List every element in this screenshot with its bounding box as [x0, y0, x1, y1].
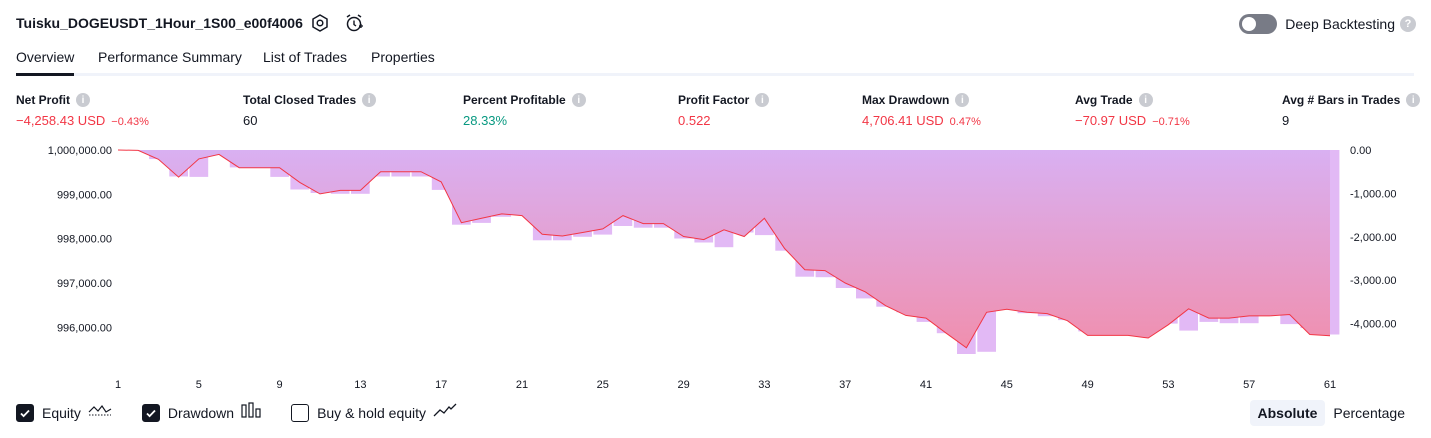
- left-axis-tick-label: 1,000,000.00: [48, 145, 112, 157]
- toggle-knob: [1242, 17, 1257, 31]
- x-axis-tick-label: 57: [1243, 379, 1255, 391]
- legend-drawdown[interactable]: Drawdown: [141, 402, 261, 423]
- metric-percent: −0.43%: [111, 116, 149, 128]
- x-axis-tick-label: 37: [839, 379, 851, 391]
- metric-label: Avg Trade: [1075, 93, 1133, 107]
- metric-value: −4,258.43 USD: [16, 113, 106, 128]
- left-axis-tick-label: 998,000.00: [57, 234, 112, 246]
- right-axis-tick-label: 0.00: [1350, 145, 1371, 157]
- info-icon[interactable]: i: [1406, 93, 1421, 107]
- absolute-button[interactable]: Absolute: [1249, 400, 1326, 426]
- info-icon[interactable]: i: [571, 93, 586, 107]
- x-axis-tick-label: 1: [115, 379, 121, 391]
- x-axis-tick-label: 21: [516, 379, 528, 391]
- metric-label: Avg # Bars in Trades: [1282, 93, 1401, 107]
- metric-value: 9: [1282, 113, 1290, 128]
- metric-label: Net Profit: [16, 93, 70, 107]
- info-icon[interactable]: i: [755, 93, 770, 107]
- deep-backtesting-toggle[interactable]: [1239, 14, 1278, 34]
- scale-switcher: Absolute Percentage: [1249, 400, 1414, 426]
- metric-percent-profitable: Percent Profitable i 28.33%: [463, 93, 586, 128]
- equity-checkbox[interactable]: [16, 403, 34, 422]
- info-icon[interactable]: i: [76, 93, 90, 107]
- buy-hold-label: Buy & hold equity: [317, 404, 427, 421]
- right-axis-tick-label: -4,000.00: [1350, 319, 1396, 331]
- metric-max-drawdown: Max Drawdown i 4,706.41 USD 0.47%: [862, 93, 981, 128]
- metric-value: −70.97 USD: [1075, 113, 1147, 128]
- metric-avg-trade: Avg Trade i −70.97 USD −0.71%: [1075, 93, 1190, 128]
- right-axis-tick-label: -3,000.00: [1350, 275, 1396, 287]
- metric-label: Percent Profitable: [463, 93, 566, 107]
- x-axis-tick-label: 41: [920, 379, 932, 391]
- buy-hold-line-icon: [433, 402, 457, 423]
- x-axis-tick-label: 45: [1001, 379, 1013, 391]
- x-axis-tick-label: 53: [1162, 379, 1174, 391]
- legend-equity[interactable]: Equity: [16, 402, 112, 423]
- strategy-title: Tuisku_DOGEUSDT_1Hour_1S00_e00f4006: [16, 15, 303, 31]
- right-axis-tick-label: -1,000.00: [1350, 188, 1396, 200]
- x-axis-tick-label: 13: [354, 379, 366, 391]
- equity-area: [118, 150, 1330, 348]
- metric-percent: 0.47%: [949, 116, 981, 128]
- x-axis-tick-label: 61: [1324, 379, 1336, 391]
- equity-line: [117, 149, 1331, 349]
- x-axis-tick-label: 25: [597, 379, 609, 391]
- drawdown-checkbox[interactable]: [141, 403, 160, 422]
- metric-value: 4,706.41 USD: [862, 113, 944, 128]
- metric-value: 28.33%: [463, 113, 508, 128]
- percentage-button[interactable]: Percentage: [1333, 405, 1405, 421]
- metric-value: 0.522: [678, 113, 711, 128]
- equity-series-icon: [88, 402, 112, 423]
- metric-profit-factor: Profit Factor i 0.522: [678, 93, 770, 128]
- right-axis: 0.00 -1,000.00 -2,000.00 -3,000.00 -4,000.00: [1350, 145, 1396, 331]
- left-axis-tick-label: 996,000.00: [57, 322, 112, 334]
- x-axis-tick-label: 17: [435, 379, 447, 391]
- deep-backtesting-label: Deep Backtesting: [1285, 16, 1395, 32]
- metric-label: Total Closed Trades: [243, 93, 357, 107]
- tab-properties[interactable]: Properties: [371, 49, 435, 65]
- metric-avg-bars-in-trades: Avg # Bars in Trades i 9: [1282, 93, 1421, 128]
- tab-overview[interactable]: Overview: [16, 49, 75, 76]
- left-axis-tick-label: 997,000.00: [57, 278, 112, 290]
- metric-label: Profit Factor: [678, 93, 750, 107]
- drawdown-label: Drawdown: [167, 404, 235, 421]
- metric-value: 60: [243, 113, 258, 128]
- x-axis-tick-label: 29: [677, 379, 689, 391]
- right-axis-tick-label: -2,000.00: [1350, 232, 1396, 244]
- info-icon[interactable]: i: [1138, 93, 1153, 107]
- metric-percent: −0.71%: [1152, 116, 1190, 128]
- help-icon[interactable]: ?: [1400, 16, 1416, 32]
- buy-hold-checkbox[interactable]: [291, 403, 310, 422]
- tab-list-of-trades[interactable]: List of Trades: [263, 49, 348, 65]
- equity-label: Equity: [42, 404, 81, 421]
- add-alert-icon[interactable]: [344, 13, 364, 33]
- metric-net-profit: Net Profit i −4,258.43 USD −0.43%: [16, 93, 149, 128]
- x-axis-tick-label: 9: [277, 379, 283, 391]
- drawdown-bars-icon: [241, 402, 261, 423]
- legend-buy-and-hold[interactable]: Buy & hold equity: [291, 402, 457, 423]
- left-axis: 1,000,000.00 999,000.00 998,000.00 997,000.…: [48, 145, 112, 334]
- x-axis-tick-label: 33: [758, 379, 770, 391]
- report-tabs: Overview Performance Summary List of Tra…: [16, 44, 1414, 76]
- deep-backtesting-control: Deep Backtesting ?: [1239, 13, 1416, 35]
- left-axis-tick-label: 999,000.00: [57, 189, 112, 201]
- chart-legend: Equity Drawdown Buy & hold equity: [16, 402, 487, 423]
- strategy-header: Tuisku_DOGEUSDT_1Hour_1S00_e00f4006 Deep…: [16, 12, 1416, 38]
- metric-total-closed-trades: Total Closed Trades i 60: [243, 93, 377, 128]
- x-axis-tick-label: 5: [196, 379, 202, 391]
- x-axis: 1 5 9 13 17 21 25 29 33 37 41 45 49 53 57 61: [115, 379, 1336, 391]
- info-icon[interactable]: i: [955, 93, 970, 107]
- settings-icon[interactable]: [310, 13, 330, 33]
- info-icon[interactable]: i: [362, 93, 377, 107]
- x-axis-tick-label: 49: [1081, 379, 1093, 391]
- equity-drawdown-chart[interactable]: 1,000,000.00 999,000.00 998,000.00 997,000.…: [0, 138, 1431, 396]
- tab-performance-summary[interactable]: Performance Summary: [98, 49, 242, 65]
- metric-label: Max Drawdown: [862, 93, 950, 107]
